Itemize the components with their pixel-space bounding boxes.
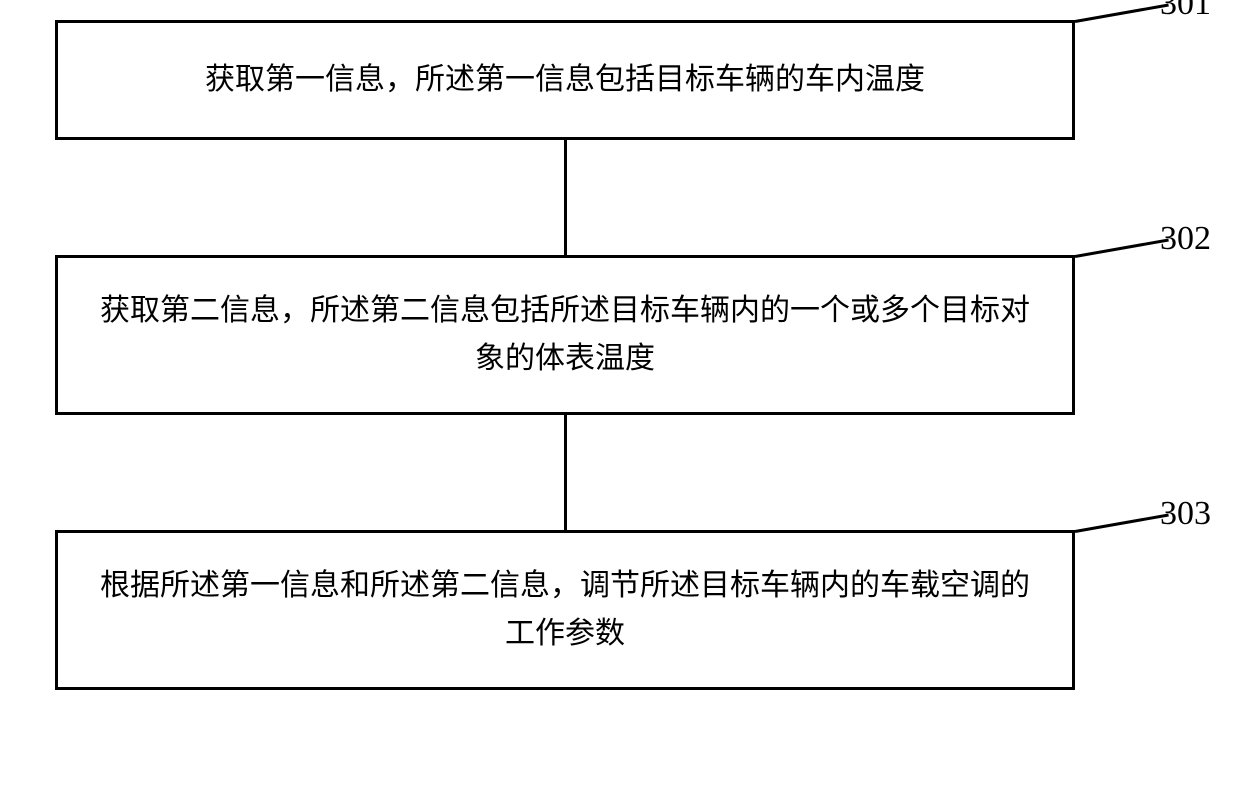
leader-line-2 <box>1075 239 1169 258</box>
flow-step-1: 获取第一信息，所述第一信息包括目标车辆的车内温度 <box>55 20 1075 140</box>
leader-line-1 <box>1075 4 1169 23</box>
leader-line-3 <box>1075 514 1169 533</box>
step-label-2: 302 <box>1160 220 1211 258</box>
flow-step-3: 根据所述第一信息和所述第二信息，调节所述目标车辆内的车载空调的工作参数 <box>55 530 1075 690</box>
flow-step-2: 获取第二信息，所述第二信息包括所述目标车辆内的一个或多个目标对象的体表温度 <box>55 255 1075 415</box>
flow-step-2-text: 获取第二信息，所述第二信息包括所述目标车辆内的一个或多个目标对象的体表温度 <box>93 287 1037 383</box>
flowchart-container: 获取第一信息，所述第一信息包括目标车辆的车内温度 获取第二信息，所述第二信息包括… <box>55 20 1075 690</box>
connector-2-3 <box>564 415 567 530</box>
step-label-3: 303 <box>1160 495 1211 533</box>
connector-1-2 <box>564 140 567 255</box>
flow-step-1-text: 获取第一信息，所述第一信息包括目标车辆的车内温度 <box>205 56 925 104</box>
flow-step-3-text: 根据所述第一信息和所述第二信息，调节所述目标车辆内的车载空调的工作参数 <box>93 562 1037 658</box>
step-label-1: 301 <box>1160 0 1211 23</box>
